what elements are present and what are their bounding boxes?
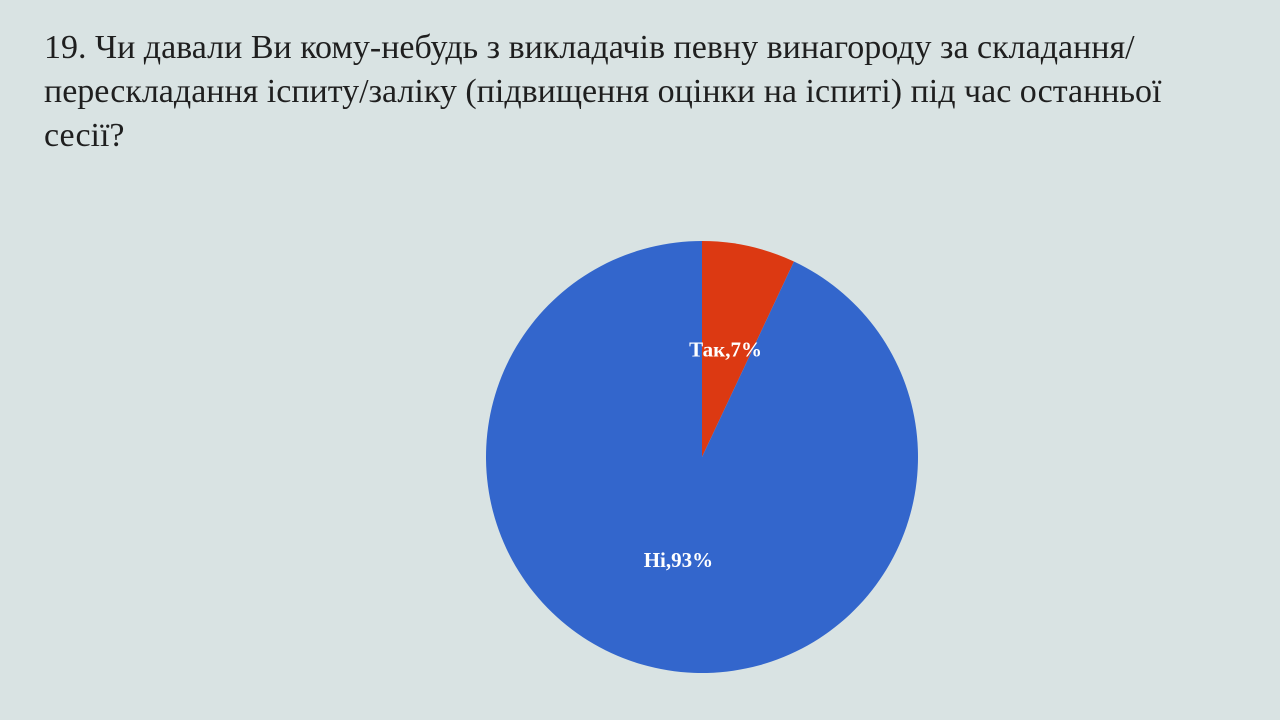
pie-slice-2 [486, 241, 919, 673]
pie-slices [486, 241, 919, 673]
pie-labels: Так,7% Ні,93% [644, 337, 762, 572]
slice-label-2: Ні,93% [644, 548, 713, 572]
slice-label-1: Так,7% [689, 337, 762, 361]
pie-slice-1 [702, 241, 794, 457]
slide-title: 19. Чи давали Ви кому-небудь з викладачі… [44, 29, 1162, 154]
